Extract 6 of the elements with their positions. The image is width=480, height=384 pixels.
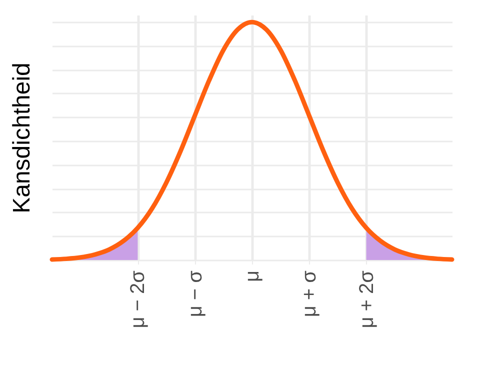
y-axis-title: Kansdichtheid [8, 62, 36, 214]
x-tick-label: μ [242, 270, 264, 282]
x-tick-label: μ + 2σ [356, 270, 378, 328]
x-tick-label: μ − σ [184, 270, 206, 318]
x-tick-label: μ − 2σ [127, 270, 150, 328]
x-tick-label: μ + σ [298, 270, 321, 318]
